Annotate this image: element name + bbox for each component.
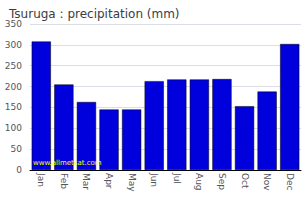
- svg-text:www.allmetsat.com: www.allmetsat.com: [33, 159, 102, 167]
- svg-text:May: May: [127, 173, 137, 192]
- svg-text:0: 0: [16, 165, 22, 175]
- svg-text:Jul: Jul: [172, 172, 182, 184]
- svg-text:200: 200: [5, 82, 22, 92]
- svg-text:Jan: Jan: [36, 172, 46, 187]
- svg-text:Aug: Aug: [194, 173, 204, 191]
- svg-text:350: 350: [4, 19, 22, 29]
- svg-text:Apr: Apr: [104, 173, 114, 189]
- svg-text:Dec: Dec: [285, 173, 295, 190]
- svg-text:Feb: Feb: [59, 173, 69, 189]
- svg-text:Sep: Sep: [217, 173, 227, 190]
- svg-text:150: 150: [5, 102, 22, 112]
- svg-text:Jun: Jun: [149, 172, 159, 187]
- svg-text:Nov: Nov: [262, 173, 272, 191]
- svg-text:250: 250: [5, 61, 22, 71]
- svg-text:Tsuruga : precipitation (mm): Tsuruga : precipitation (mm): [8, 7, 180, 21]
- svg-text:100: 100: [5, 123, 22, 133]
- svg-text:Mar: Mar: [81, 173, 91, 190]
- svg-text:50: 50: [11, 144, 23, 154]
- svg-text:Oct: Oct: [240, 173, 250, 189]
- svg-text:300: 300: [5, 40, 22, 50]
